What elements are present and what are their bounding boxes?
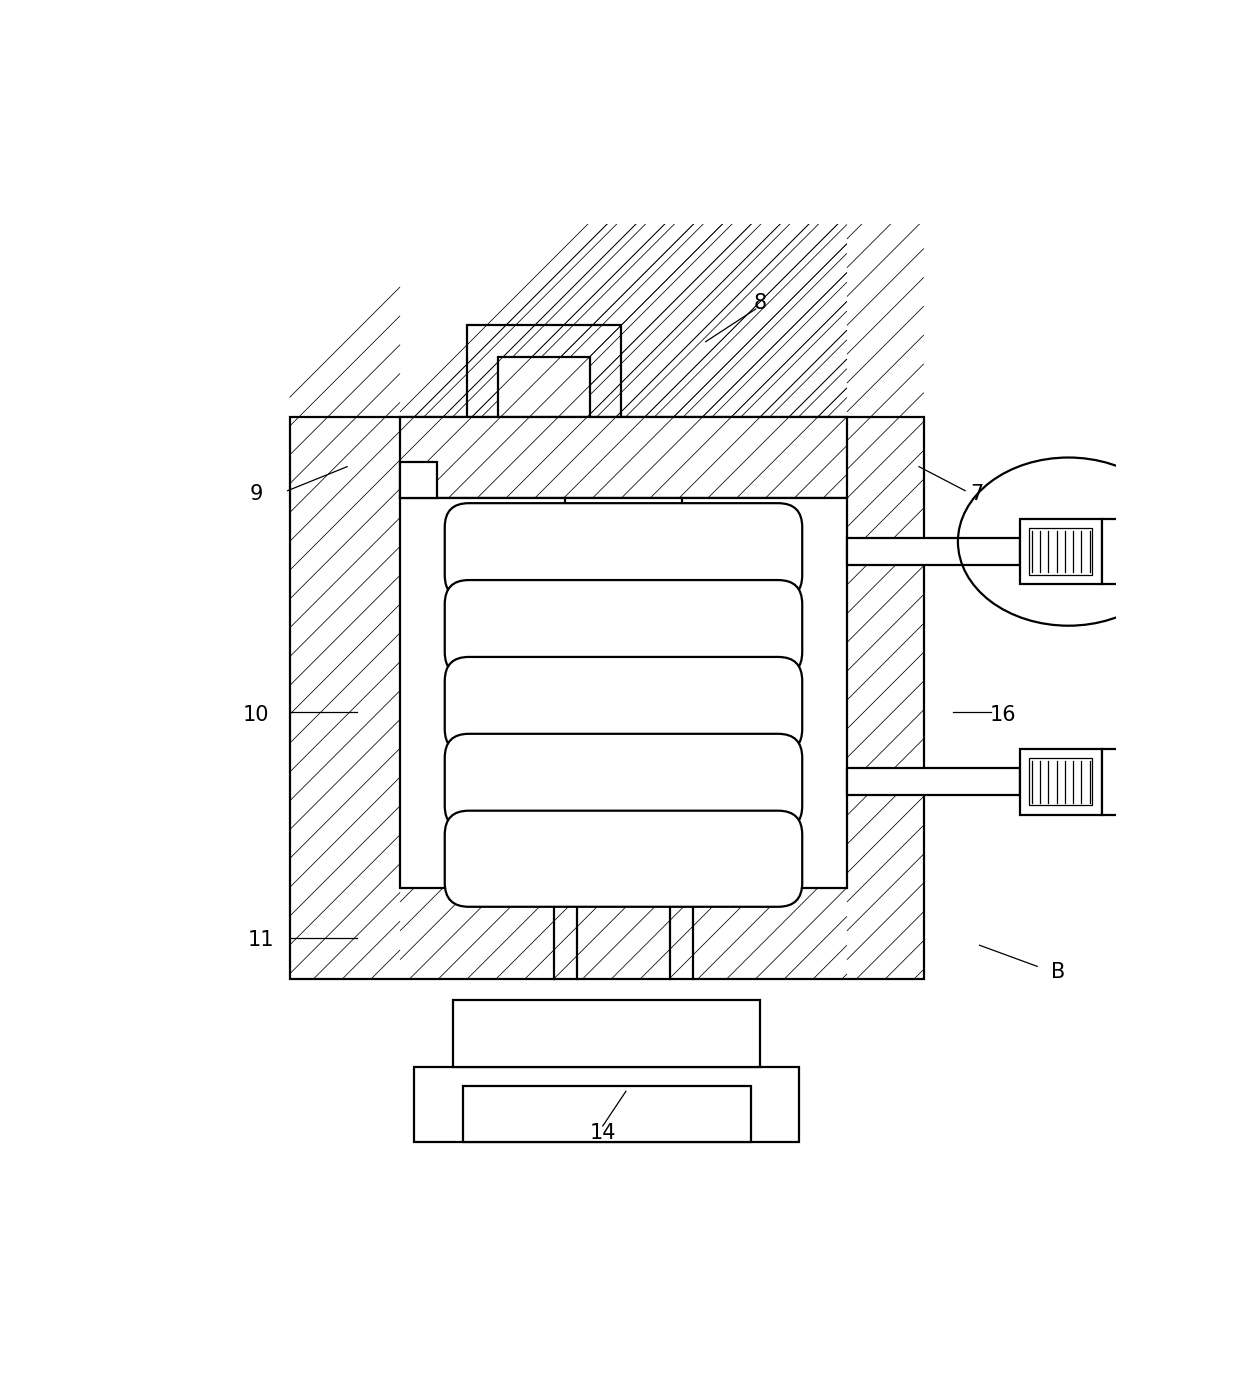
Bar — [401, 498, 847, 888]
Bar — [1019, 750, 1101, 814]
Text: 10: 10 — [243, 705, 269, 725]
Bar — [453, 1000, 760, 1068]
Bar — [290, 416, 924, 979]
Bar — [1101, 518, 1121, 584]
FancyBboxPatch shape — [445, 503, 802, 599]
Bar — [1019, 518, 1101, 584]
FancyBboxPatch shape — [445, 734, 802, 829]
Bar — [414, 1068, 799, 1142]
Text: 16: 16 — [990, 705, 1016, 725]
Text: 14: 14 — [589, 1122, 616, 1142]
Bar — [1029, 758, 1092, 805]
Text: 8: 8 — [754, 293, 768, 313]
Bar — [401, 462, 436, 498]
FancyBboxPatch shape — [445, 658, 802, 752]
Bar — [847, 537, 1019, 564]
Text: 11: 11 — [248, 930, 274, 951]
FancyBboxPatch shape — [445, 581, 802, 676]
Bar — [847, 768, 1019, 796]
FancyBboxPatch shape — [445, 811, 802, 907]
Bar — [467, 325, 621, 416]
Bar — [463, 1086, 751, 1142]
Bar — [1029, 528, 1092, 575]
Bar — [497, 357, 590, 416]
Text: B: B — [1052, 962, 1065, 983]
Bar — [401, 416, 847, 498]
Bar — [1101, 750, 1121, 814]
Text: 9: 9 — [249, 483, 263, 504]
Text: 7: 7 — [970, 483, 983, 504]
